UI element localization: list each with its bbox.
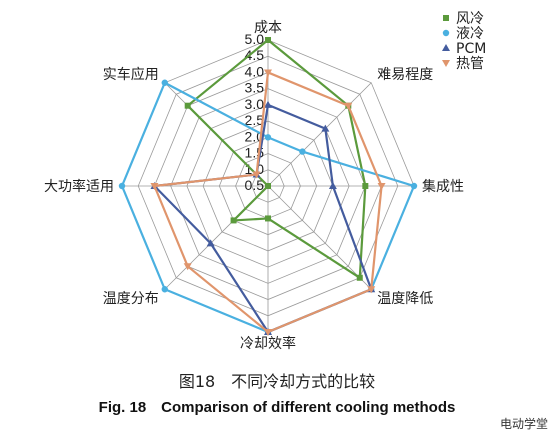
data-point — [264, 329, 272, 336]
watermark-text: 电动学堂 — [499, 417, 548, 431]
data-point — [410, 182, 418, 190]
figure-caption-cn: 图18 不同冷却方式的比较 — [178, 372, 376, 391]
data-point — [206, 239, 215, 247]
tick-label: 3.5 — [245, 80, 265, 96]
legend-marker — [442, 29, 450, 37]
tick-label: 0.5 — [245, 177, 265, 193]
data-point — [184, 102, 191, 109]
tick-label: 3.0 — [245, 96, 265, 112]
data-point — [344, 102, 353, 110]
data-point — [362, 183, 369, 189]
data-point — [299, 148, 306, 155]
data-point — [252, 171, 261, 179]
axis-label: 实车应用 — [103, 66, 159, 83]
axis-spoke — [267, 185, 372, 290]
data-point — [118, 182, 126, 190]
axis-label: 大功率适用 — [44, 178, 114, 195]
legend-label: PCM — [456, 41, 486, 57]
data-point — [161, 286, 168, 293]
axis-label: 成本 — [254, 20, 282, 36]
data-point — [264, 134, 272, 141]
legend-label: 热管 — [456, 56, 484, 72]
data-point — [321, 124, 330, 132]
data-point — [161, 79, 168, 86]
data-point — [264, 100, 272, 108]
axis-label: 温度降低 — [377, 291, 433, 307]
data-point — [150, 183, 159, 190]
axis-label: 集成性 — [422, 178, 464, 195]
data-point — [377, 183, 386, 190]
legend-marker — [443, 15, 449, 21]
data-point — [328, 182, 337, 189]
data-point — [230, 217, 237, 224]
data-point — [183, 263, 192, 271]
axis-label: 冷却效率 — [240, 335, 296, 352]
legend-label: 液冷 — [456, 26, 484, 42]
legend-marker — [442, 60, 450, 67]
tick-label: 2.5 — [245, 112, 265, 128]
data-point — [265, 37, 271, 43]
tick-label: 4.5 — [245, 47, 265, 63]
tick-label: 5.0 — [245, 31, 265, 47]
axis-label: 温度分布 — [103, 291, 159, 307]
legend-marker — [442, 44, 450, 51]
data-point — [265, 215, 271, 222]
figure-caption-en: Fig. 18 Comparison of different cooling … — [98, 399, 456, 416]
tick-label: 4.0 — [245, 63, 265, 79]
axis-label: 难易程度 — [377, 67, 433, 83]
data-point — [367, 286, 376, 294]
axis-spoke — [267, 82, 372, 187]
data-point — [356, 274, 363, 281]
legend-label: 风冷 — [456, 11, 484, 27]
data-point — [265, 183, 271, 189]
data-point — [264, 69, 272, 77]
